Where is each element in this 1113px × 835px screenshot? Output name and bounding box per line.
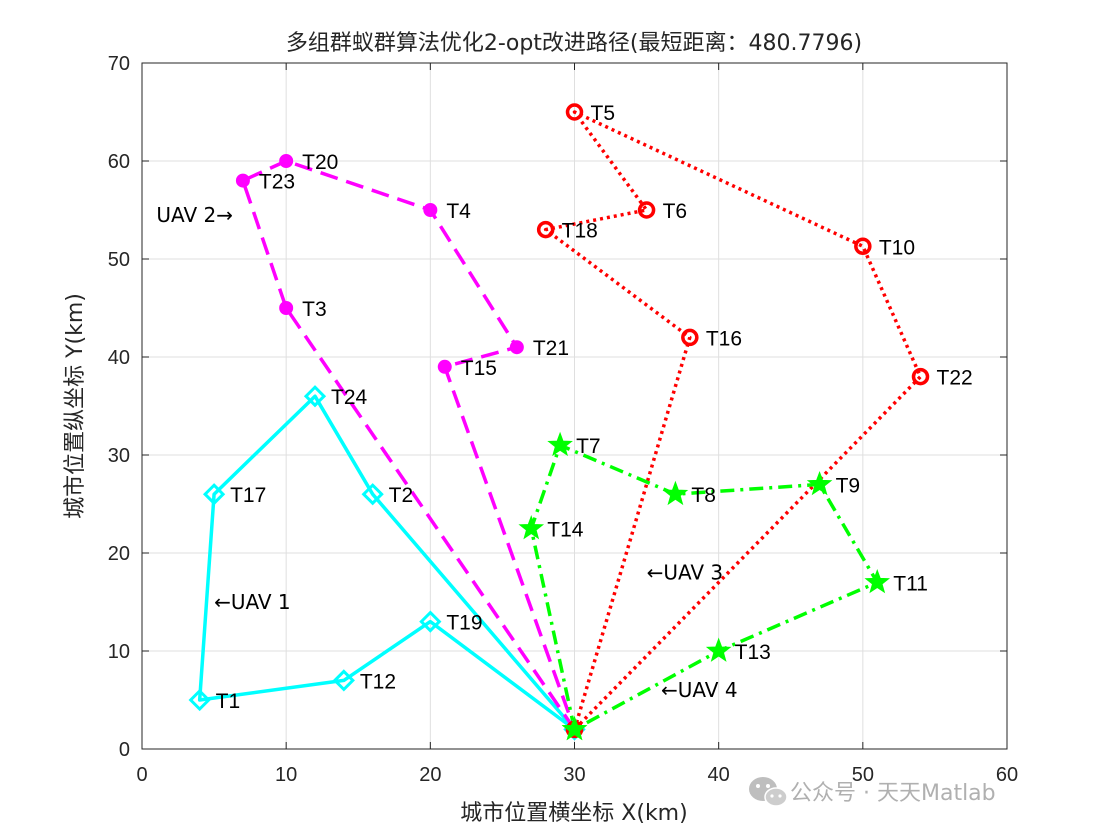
chart-title: 多组群蚁群算法优化2-opt改进路径(最短距离：480.7796) xyxy=(286,31,862,56)
route-marker xyxy=(806,470,833,496)
x-tick-label: 10 xyxy=(275,764,297,786)
uav-annotation: ←UAV 1 xyxy=(214,590,291,614)
route-marker xyxy=(361,483,384,506)
target-label: T12 xyxy=(360,670,396,693)
target-label: T20 xyxy=(302,151,338,174)
target-label: T9 xyxy=(836,474,861,497)
target-label: T4 xyxy=(446,200,471,223)
target-label: T16 xyxy=(706,327,742,350)
target-label: T6 xyxy=(663,200,688,223)
x-tick-label: 40 xyxy=(708,764,730,786)
wechat-icon xyxy=(749,777,788,807)
route-marker xyxy=(561,715,588,741)
target-label: T7 xyxy=(576,435,601,458)
target-label: T3 xyxy=(302,298,327,321)
x-tick-label: 0 xyxy=(136,764,147,786)
route-marker xyxy=(188,688,211,712)
watermark-text: 公众号 · 天天Matlab xyxy=(790,781,996,806)
route-line-uav-2 xyxy=(241,159,577,731)
route-marker xyxy=(547,431,573,457)
y-tick-label: 10 xyxy=(108,641,130,663)
route-marker xyxy=(279,154,294,168)
route-marker xyxy=(279,301,294,315)
target-label: T2 xyxy=(389,484,414,507)
uav-annotation: ←UAV 4 xyxy=(661,678,738,702)
target-label: T8 xyxy=(691,484,716,507)
route-marker xyxy=(509,340,524,355)
target-label: T15 xyxy=(461,357,497,380)
route-marker xyxy=(705,637,732,662)
point-markers xyxy=(188,103,930,741)
target-label: T22 xyxy=(937,367,973,390)
uav-annotations: ←UAV 1 UAV 2→ ←UAV 3 ←UAV 4 xyxy=(156,203,737,702)
target-label: T18 xyxy=(562,220,598,243)
route-marker xyxy=(437,359,452,374)
y-tick-label: 40 xyxy=(108,347,130,369)
uav-annotation: UAV 2→ xyxy=(156,203,233,227)
target-label: T21 xyxy=(533,337,569,360)
x-tick-label: 30 xyxy=(563,764,585,786)
y-axis-label: 城市位置纵坐标 Y(km) xyxy=(63,293,88,519)
x-axis-label: 城市位置横坐标 X(km) xyxy=(460,801,687,826)
route-marker xyxy=(536,220,555,239)
target-label: T5 xyxy=(591,102,616,125)
route-marker xyxy=(518,515,545,540)
target-label: T23 xyxy=(259,171,295,194)
route-marker xyxy=(662,480,689,506)
route-marker xyxy=(854,237,872,256)
target-label: T19 xyxy=(446,612,482,635)
y-tick-label: 50 xyxy=(108,249,130,271)
target-label: T10 xyxy=(879,236,915,259)
target-label: T24 xyxy=(331,386,368,409)
point-labels: T2 T24 T17 T1 T12 T19 T3 T23 T20 T4 T21 T15 T16 T18 T6… xyxy=(216,102,973,713)
route-marker xyxy=(419,610,442,633)
target-label: T1 xyxy=(216,690,241,713)
route-marker xyxy=(637,201,656,219)
route-marker xyxy=(303,385,327,408)
target-label: T11 xyxy=(893,572,928,595)
route-marker xyxy=(332,669,355,692)
watermark: 公众号 · 天天Matlab xyxy=(749,777,996,807)
uav-annotation: ←UAV 3 xyxy=(647,561,724,585)
route-marker xyxy=(911,367,930,386)
grid-lines xyxy=(142,63,1007,749)
y-tick-label: 20 xyxy=(108,543,130,565)
y-tick-label: 30 xyxy=(108,445,130,467)
axis-ticks: 0 10 20 30 40 50 60 0 10 20 30 40 50 60 70 xyxy=(108,53,1018,786)
route-marker xyxy=(202,483,226,506)
route-lines xyxy=(197,110,923,731)
target-label: T14 xyxy=(547,519,584,542)
route-marker xyxy=(864,568,891,594)
route-marker xyxy=(565,103,584,121)
route-marker xyxy=(681,328,699,347)
y-tick-label: 60 xyxy=(108,151,130,173)
route-line-uav-4 xyxy=(529,443,879,731)
route-marker xyxy=(235,173,250,188)
x-tick-label: 60 xyxy=(996,764,1018,786)
route-marker xyxy=(423,203,438,217)
x-tick-label: 20 xyxy=(419,764,441,786)
y-tick-label: 70 xyxy=(108,53,130,75)
target-label: T13 xyxy=(735,641,771,664)
x-tick-label: 50 xyxy=(852,764,874,786)
route-line-uav-1 xyxy=(197,394,576,731)
target-label: T17 xyxy=(230,484,266,507)
y-tick-label: 0 xyxy=(119,739,130,761)
